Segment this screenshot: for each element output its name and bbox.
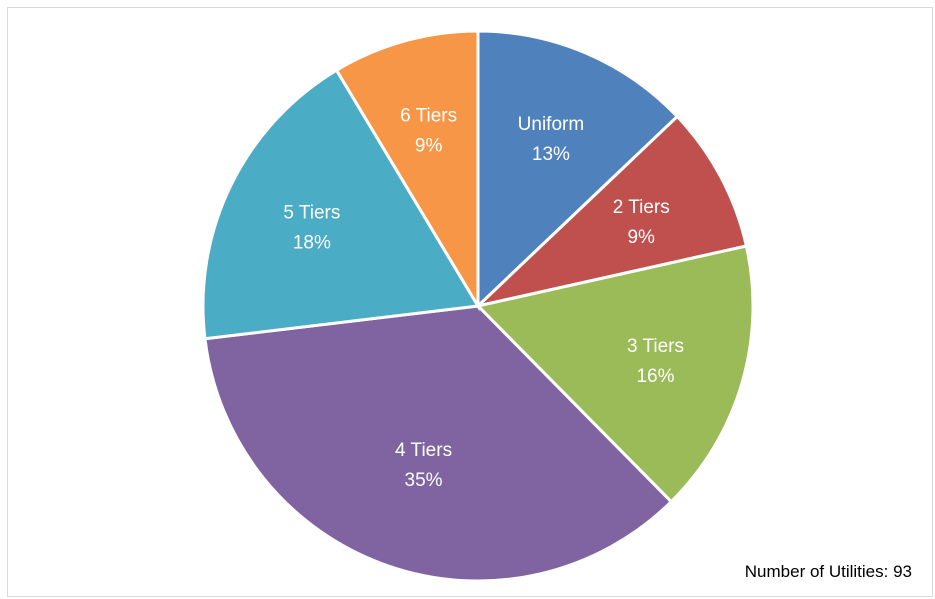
slice-label-2: 3 Tiers [627, 336, 684, 357]
slice-percent-4: 18% [293, 233, 331, 254]
slice-label-1: 2 Tiers [613, 197, 670, 218]
slice-percent-5: 9% [415, 136, 443, 157]
slice-label-3: 4 Tiers [395, 440, 452, 461]
pie-slice-1 [473, 114, 749, 309]
pie-slice-5 [334, 29, 480, 312]
slice-percent-3: 35% [405, 470, 443, 491]
slice-label-5: 6 Tiers [400, 106, 457, 127]
slice-label-4: 5 Tiers [283, 203, 340, 224]
utilities-count-note: Number of Utilities: 93 [744, 562, 912, 581]
pie-chart: Uniform 13% 2 Tiers 9% 3 Tiers 16% 4 Tiers 35% 5… [201, 29, 755, 583]
slice-percent-0: 13% [532, 144, 570, 165]
pie-slice-2 [475, 244, 755, 504]
slice-percent-1: 9% [627, 227, 655, 248]
slice-percent-2: 16% [636, 366, 674, 387]
pie-slice-4 [201, 68, 481, 341]
pie-slice-0 [476, 29, 680, 310]
slice-label-0: Uniform [518, 114, 585, 135]
pie-slice-3 [203, 304, 674, 583]
chart-frame: Uniform 13% 2 Tiers 9% 3 Tiers 16% 4 Tiers 35% 5… [7, 7, 933, 597]
